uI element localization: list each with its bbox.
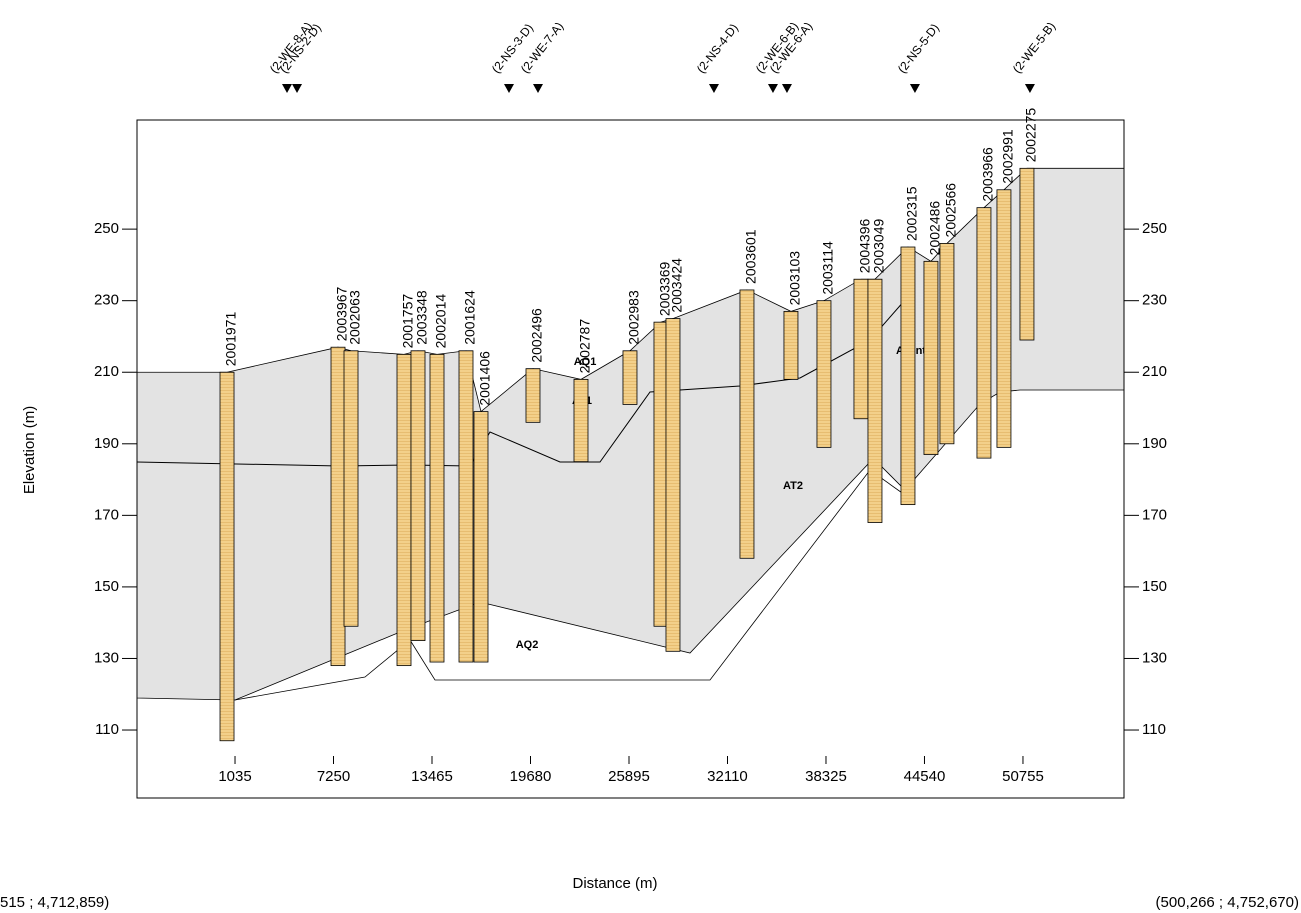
borehole xyxy=(900,246,916,506)
borehole-label: 2002063 xyxy=(347,290,363,345)
y2-tick-label: 250 xyxy=(1142,220,1167,237)
unit-label: AQ1 xyxy=(574,356,597,368)
x-tick-label: 38325 xyxy=(805,768,847,785)
x-tick-label: 44540 xyxy=(904,768,946,785)
y2-tick-label: 210 xyxy=(1142,363,1167,380)
marker xyxy=(292,84,303,93)
borehole xyxy=(343,350,359,627)
borehole-label: 2004396 xyxy=(857,218,873,273)
borehole xyxy=(458,350,474,663)
borehole xyxy=(396,353,412,667)
borehole xyxy=(429,353,445,663)
borehole xyxy=(739,289,755,559)
borehole xyxy=(783,311,799,380)
unit-label: AT2 xyxy=(783,480,803,492)
marker-label: (2-WE-5-B) xyxy=(1010,19,1058,75)
marker xyxy=(503,84,514,93)
y-tick-label: 130 xyxy=(94,649,119,666)
marker xyxy=(282,84,293,93)
borehole xyxy=(816,300,832,448)
x-tick-label: 50755 xyxy=(1002,768,1044,785)
y-axis-label: Elevation (m) xyxy=(21,406,38,494)
borehole-label: 2003114 xyxy=(820,241,836,295)
borehole-label: 2003424 xyxy=(669,258,685,313)
y2-tick-label: 230 xyxy=(1142,292,1167,309)
y-tick-label: 190 xyxy=(94,435,119,452)
borehole-label: 2002275 xyxy=(1023,108,1039,163)
unit-label: AQ2 xyxy=(516,639,539,651)
borehole-label: 2001971 xyxy=(223,312,239,367)
x-tick-label: 32110 xyxy=(707,768,748,785)
borehole-label: 2001624 xyxy=(462,290,478,345)
borehole-label: 2001757 xyxy=(400,294,416,349)
coord-start: 515 ; 4,712,859) xyxy=(0,894,109,911)
y-tick-label: 110 xyxy=(95,721,119,738)
borehole xyxy=(1019,167,1035,341)
y2-tick-label: 130 xyxy=(1142,649,1167,666)
borehole-label: 2003049 xyxy=(871,218,887,273)
marker-label: (2-NS-5-D) xyxy=(895,21,942,76)
section-fill xyxy=(136,167,1125,701)
plot-frame xyxy=(136,119,1125,799)
marker xyxy=(767,84,778,93)
y-tick-label: 210 xyxy=(94,363,119,380)
coord-end: (500,266 ; 4,752,670) xyxy=(1156,894,1299,911)
y2-tick-label: 170 xyxy=(1142,506,1167,523)
borehole xyxy=(410,350,426,641)
borehole xyxy=(665,318,681,652)
x-tick-label: 19680 xyxy=(510,768,552,785)
y-tick-label: 150 xyxy=(94,578,119,595)
borehole-label: 2003966 xyxy=(980,147,996,202)
y-tick-label: 230 xyxy=(94,292,119,309)
x-tick-label: 25895 xyxy=(608,768,650,785)
borehole xyxy=(996,189,1012,448)
borehole-label: 2001406 xyxy=(477,351,493,406)
borehole xyxy=(219,371,235,742)
marker xyxy=(781,84,792,93)
borehole-label: 2002983 xyxy=(626,290,642,345)
borehole xyxy=(923,260,939,455)
y-tick-label: 250 xyxy=(94,220,119,237)
borehole xyxy=(330,346,346,667)
borehole-label: 2003601 xyxy=(743,229,759,284)
borehole-label: 2003967 xyxy=(334,286,350,341)
y-tick-label: 170 xyxy=(94,506,119,523)
y2-tick-label: 110 xyxy=(1142,721,1166,738)
y2-tick-label: 150 xyxy=(1142,578,1167,595)
borehole xyxy=(622,350,638,405)
marker-label: (2-NS-4-D) xyxy=(694,21,741,76)
borehole-label: 2003369 xyxy=(657,261,673,316)
x-axis-label: Distance (m) xyxy=(572,875,657,892)
x-tick-label: 1035 xyxy=(218,768,251,785)
borehole xyxy=(867,278,883,523)
borehole xyxy=(939,243,955,445)
x-tick-label: 13465 xyxy=(411,768,453,785)
borehole-label: 2002315 xyxy=(904,186,920,241)
borehole xyxy=(853,278,869,420)
borehole-label: 2002991 xyxy=(1000,129,1016,184)
borehole-label: 2003348 xyxy=(414,290,430,345)
y2-tick-label: 190 xyxy=(1142,435,1167,452)
borehole-label: 2002787 xyxy=(577,319,593,374)
borehole-label: 2002014 xyxy=(433,294,449,349)
marker xyxy=(1024,84,1035,93)
marker xyxy=(532,84,543,93)
borehole-label: 2003103 xyxy=(787,251,803,306)
marker xyxy=(909,84,920,93)
borehole xyxy=(573,378,589,463)
borehole-label: 2002496 xyxy=(529,308,545,363)
borehole-label: 2002566 xyxy=(943,183,959,238)
borehole xyxy=(976,207,992,459)
x-tick-label: 7250 xyxy=(317,768,350,785)
borehole xyxy=(525,368,541,423)
marker xyxy=(708,84,719,93)
borehole xyxy=(473,411,489,663)
borehole-label: 2002486 xyxy=(927,201,943,256)
